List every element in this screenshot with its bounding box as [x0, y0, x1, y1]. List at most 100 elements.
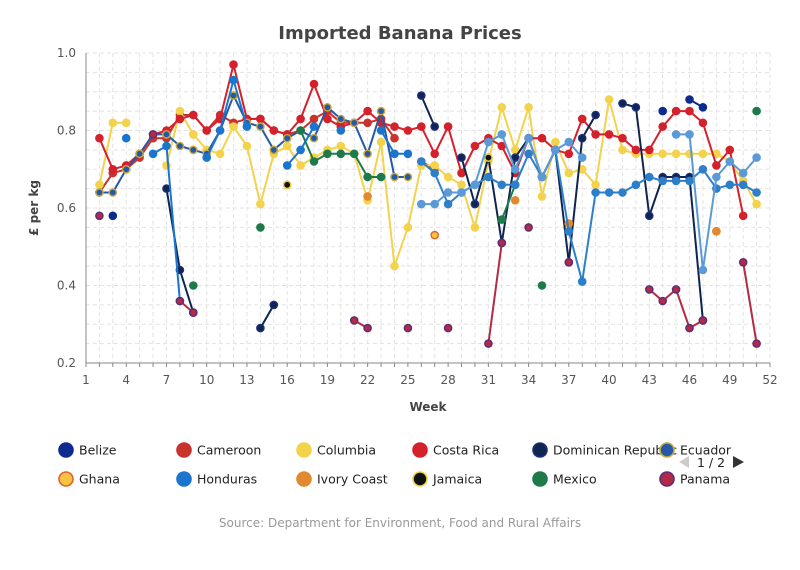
series-point[interactable] [551, 145, 560, 155]
series-point[interactable] [175, 114, 185, 124]
series-point[interactable] [108, 164, 118, 174]
series-point[interactable] [443, 122, 453, 131]
series-point[interactable] [215, 126, 225, 135]
series-point[interactable] [416, 157, 426, 166]
series-point[interactable] [336, 149, 346, 159]
series-point[interactable] [282, 141, 292, 151]
series-point[interactable] [577, 153, 587, 162]
series-point[interactable] [336, 141, 346, 151]
series-point[interactable] [577, 114, 587, 124]
series-point[interactable] [618, 188, 627, 197]
series-point[interactable] [497, 130, 507, 139]
series-point[interactable] [698, 118, 708, 128]
series-point[interactable] [363, 192, 372, 201]
series-point[interactable] [577, 277, 587, 286]
series-point[interactable] [604, 95, 614, 104]
series-point[interactable] [95, 188, 104, 197]
series-point[interactable] [443, 199, 453, 209]
series-point[interactable] [175, 106, 185, 116]
series-point[interactable] [242, 122, 252, 131]
series-point[interactable] [645, 172, 654, 182]
series-point[interactable] [256, 223, 265, 232]
series-point[interactable] [430, 122, 440, 131]
series-point[interactable] [604, 130, 614, 139]
series-point[interactable] [430, 149, 440, 159]
series-point[interactable] [256, 323, 265, 333]
series-point[interactable] [551, 137, 560, 147]
series-point[interactable] [443, 323, 453, 333]
series-point[interactable] [376, 172, 386, 182]
series-point[interactable] [135, 149, 144, 159]
series-point[interactable] [457, 188, 466, 197]
series-point[interactable] [470, 180, 480, 190]
series-point[interactable] [175, 141, 185, 151]
series-point[interactable] [188, 110, 198, 120]
series-point[interactable] [416, 122, 426, 131]
series-point[interactable] [618, 133, 627, 143]
legend-item[interactable]: Cameroon [176, 442, 261, 458]
series-point[interactable] [738, 257, 748, 267]
series-point[interactable] [242, 141, 252, 151]
series-point[interactable] [256, 122, 265, 131]
series-point[interactable] [497, 238, 507, 248]
series-point[interactable] [390, 133, 399, 143]
series-point[interactable] [430, 230, 440, 240]
series-point[interactable] [309, 79, 319, 89]
series-point[interactable] [497, 215, 507, 224]
series-point[interactable] [229, 75, 238, 85]
series-point[interactable] [577, 133, 587, 143]
series-point[interactable] [524, 149, 533, 159]
series-point[interactable] [202, 153, 211, 162]
series-point[interactable] [363, 323, 372, 333]
series-point[interactable] [752, 339, 761, 348]
series-point[interactable] [269, 126, 279, 135]
series-point[interactable] [698, 265, 708, 275]
series-point[interactable] [685, 130, 694, 139]
series-point[interactable] [229, 122, 238, 131]
legend-item[interactable]: Costa Rica [412, 442, 499, 458]
series-point[interactable] [698, 164, 708, 174]
series-point[interactable] [256, 114, 265, 124]
series-point[interactable] [631, 103, 641, 112]
series-point[interactable] [564, 226, 574, 236]
legend-item[interactable]: Dominican Republic [532, 442, 677, 458]
series-point[interactable] [376, 106, 386, 116]
series-point[interactable] [537, 133, 547, 143]
series-point[interactable] [309, 122, 319, 131]
series-point[interactable] [698, 103, 708, 112]
series-point[interactable] [416, 91, 426, 100]
series-point[interactable] [738, 168, 748, 178]
series-point[interactable] [390, 172, 399, 182]
series-point[interactable] [510, 180, 520, 190]
series-point[interactable] [738, 180, 748, 190]
legend-item[interactable]: Belize [58, 442, 117, 458]
series-point[interactable] [215, 149, 225, 159]
series-point[interactable] [188, 281, 198, 290]
series-point[interactable] [591, 180, 600, 190]
series-point[interactable] [363, 118, 372, 128]
series-point[interactable] [698, 149, 708, 159]
series-point[interactable] [108, 188, 118, 197]
pager-next-arrow-icon[interactable] [733, 456, 744, 468]
series-point[interactable] [108, 211, 118, 221]
series-point[interactable] [470, 223, 480, 232]
series-point[interactable] [148, 149, 158, 159]
series-point[interactable] [148, 130, 158, 139]
series-point[interactable] [390, 149, 399, 159]
series-point[interactable] [618, 145, 627, 155]
series-point[interactable] [671, 106, 681, 116]
series-point[interactable] [457, 168, 466, 178]
series-point[interactable] [403, 323, 413, 333]
series-point[interactable] [403, 149, 413, 159]
legend-item[interactable]: Jamaica [412, 471, 482, 487]
series-point[interactable] [725, 180, 735, 190]
series-point[interactable] [188, 145, 198, 155]
series-point[interactable] [336, 126, 346, 135]
series-point[interactable] [671, 176, 681, 186]
legend-item[interactable]: Ivory Coast [296, 471, 388, 487]
series-point[interactable] [685, 176, 694, 186]
series-point[interactable] [121, 164, 131, 174]
series-point[interactable] [564, 137, 574, 147]
series-point[interactable] [349, 316, 359, 325]
series-point[interactable] [484, 137, 493, 147]
